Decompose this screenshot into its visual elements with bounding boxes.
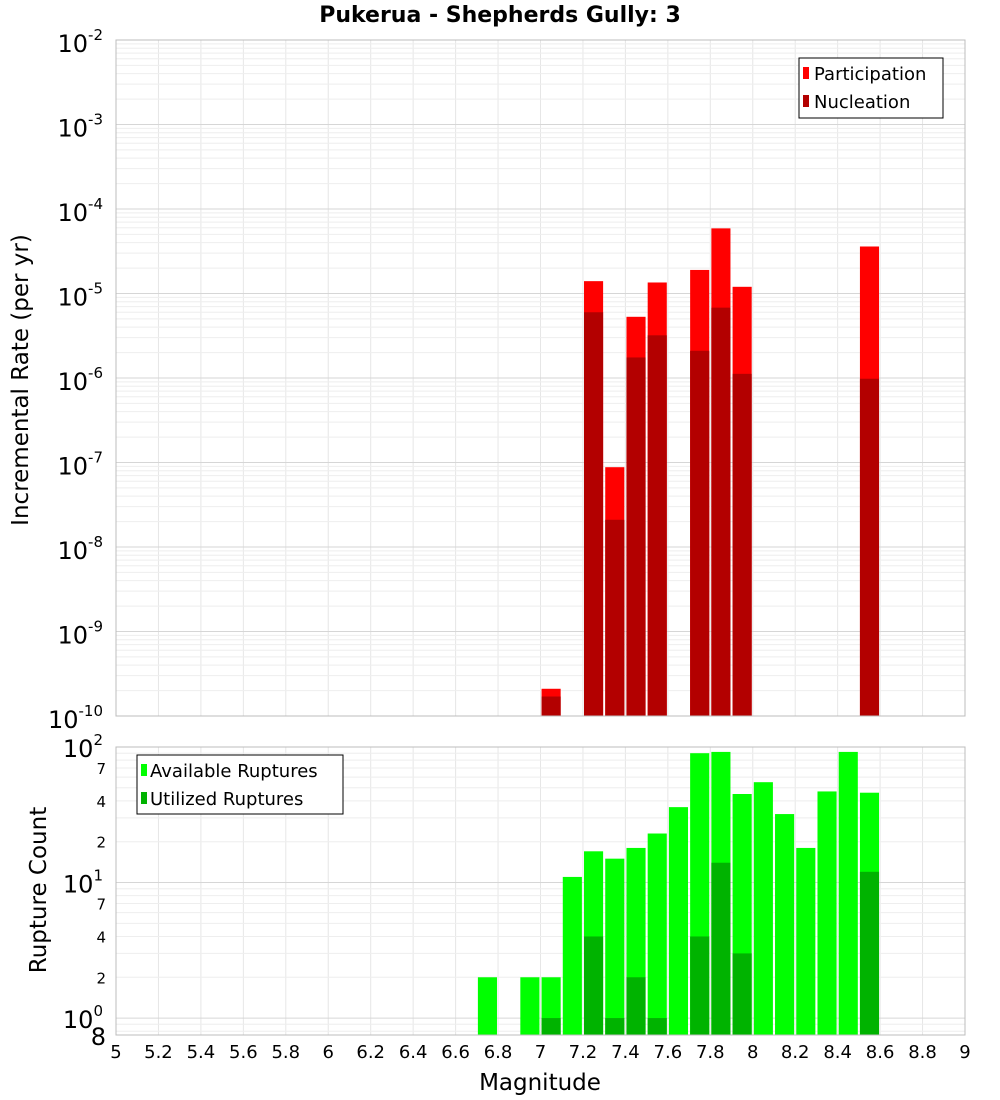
top-y-tick-label: 10-8 — [57, 533, 103, 565]
top-legend-box — [798, 57, 944, 119]
top-bar-nucleation — [584, 312, 604, 716]
x-tick-label: 6.6 — [441, 1042, 470, 1063]
legend-label-available-ruptures: Available Ruptures — [150, 761, 318, 782]
legend-swatch-nucleation — [803, 95, 809, 107]
bottom-y-axis-label: Rupture Count — [26, 807, 52, 973]
x-tick-label: 8.6 — [866, 1042, 895, 1063]
x-tick-label: 5.4 — [187, 1042, 216, 1063]
legend-swatch-utilized-ruptures — [141, 792, 147, 804]
top-y-tick-label: 10-7 — [57, 449, 103, 481]
bottom-bar-available-ruptures — [647, 833, 667, 1035]
top-panel-grid — [115, 39, 966, 717]
x-tick-label: 7.2 — [569, 1042, 598, 1063]
bottom-legend: Available Ruptures Utilized Ruptures — [136, 754, 344, 815]
top-bar-nucleation — [859, 378, 880, 716]
bottom-y-tick-label: 7 — [96, 760, 106, 778]
x-tick-label: 9 — [959, 1042, 970, 1063]
bottom-legend-box — [136, 754, 344, 815]
top-bar-nucleation — [626, 357, 646, 716]
top-y-tick-label: 10-5 — [57, 280, 103, 312]
x-tick-label: 8.8 — [908, 1042, 937, 1063]
legend-label-nucleation: Nucleation — [814, 92, 910, 113]
bottom-y-tick-label: 4 — [96, 928, 106, 946]
bottom-panel-bars — [477, 751, 880, 1035]
bottom-y-tick-label: 102 — [63, 731, 103, 763]
legend-label-participation: Participation — [814, 64, 926, 85]
bottom-bar-utilized-ruptures — [859, 871, 880, 1035]
top-y-axis-label: Incremental Rate (per yr) — [8, 234, 34, 526]
top-y-tick-label: 10-6 — [57, 364, 103, 396]
bottom-y-tick-label: 8 — [91, 1023, 106, 1051]
top-y-tick-label: 10-9 — [57, 618, 103, 650]
legend-swatch-available-ruptures — [141, 764, 147, 776]
bottom-bar-utilized-ruptures — [690, 936, 710, 1035]
x-tick-label: 8 — [747, 1042, 758, 1063]
legend-label-utilized-ruptures: Utilized Ruptures — [150, 789, 303, 810]
bottom-bar-utilized-ruptures — [711, 862, 731, 1035]
bottom-y-tick-label: 2 — [96, 834, 106, 852]
top-y-tick-label: 10-10 — [48, 702, 103, 734]
top-bar-nucleation — [605, 519, 625, 716]
bottom-bar-utilized-ruptures — [605, 1018, 625, 1035]
x-axis-label: Magnitude — [479, 1070, 601, 1096]
bottom-bar-available-ruptures — [775, 814, 795, 1035]
bottom-bar-available-ruptures — [605, 858, 625, 1035]
top-y-tick-label: 10-3 — [57, 111, 103, 143]
top-panel-frame — [115, 39, 966, 717]
x-tick-label: 6 — [323, 1042, 334, 1063]
top-y-tick-labels: 10-2 10-3 10-4 10-5 10-6 10-7 10-8 10-9 10-10 — [48, 26, 103, 734]
bottom-panel-frame — [115, 746, 966, 1036]
bottom-bar-available-ruptures — [796, 847, 816, 1035]
top-bar-nucleation — [711, 307, 731, 716]
bottom-bar-utilized-ruptures — [541, 1018, 561, 1035]
top-bar-nucleation — [690, 350, 710, 716]
x-tick-label: 5.2 — [144, 1042, 173, 1063]
x-tick-label: 6.2 — [356, 1042, 385, 1063]
chart-title: Pukerua - Shepherds Gully: 3 — [319, 3, 681, 28]
bottom-bar-utilized-ruptures — [647, 1018, 667, 1035]
x-tick-label: 7.4 — [611, 1042, 640, 1063]
bottom-y-tick-label: 4 — [96, 793, 106, 811]
x-tick-label: 7.8 — [696, 1042, 725, 1063]
bottom-bar-utilized-ruptures — [584, 936, 604, 1035]
bottom-bar-utilized-ruptures — [626, 977, 646, 1035]
bottom-bar-utilized-ruptures — [732, 953, 752, 1035]
bottom-bar-available-ruptures — [562, 876, 582, 1035]
bottom-bar-available-ruptures — [753, 782, 773, 1035]
bottom-bar-available-ruptures — [668, 807, 689, 1035]
x-tick-label: 5 — [110, 1042, 121, 1063]
legend-swatch-participation — [803, 67, 809, 79]
x-tick-label: 5.8 — [271, 1042, 300, 1063]
top-bar-nucleation — [647, 335, 667, 716]
x-tick-label: 8.4 — [823, 1042, 852, 1063]
bottom-y-tick-label: 100 — [63, 1002, 103, 1034]
bottom-bar-available-ruptures — [520, 977, 540, 1035]
top-y-tick-label: 10-4 — [57, 195, 103, 227]
bottom-y-tick-label: 2 — [96, 969, 106, 987]
bottom-bar-available-ruptures — [838, 751, 858, 1035]
top-bar-nucleation — [732, 373, 752, 716]
x-tick-label: 6.8 — [484, 1042, 513, 1063]
x-tick-label: 5.6 — [229, 1042, 258, 1063]
x-tick-label: 7.6 — [654, 1042, 683, 1063]
bottom-bar-available-ruptures — [477, 977, 497, 1035]
top-bar-nucleation — [541, 696, 561, 716]
x-tick-labels: 5 5.2 5.4 5.6 5.8 6 6.2 6.4 6.6 6.8 7 7.2 7.4 7.6 7.8 8… — [110, 1042, 970, 1063]
bottom-y-tick-label: 101 — [63, 867, 103, 899]
bottom-bar-available-ruptures — [817, 791, 837, 1035]
top-y-tick-label: 10-2 — [57, 26, 103, 58]
x-tick-label: 8.2 — [781, 1042, 810, 1063]
x-tick-label: 7 — [535, 1042, 546, 1063]
top-legend: Participation Nucleation — [798, 57, 944, 119]
x-tick-label: 6.4 — [399, 1042, 428, 1063]
bottom-y-tick-label: 7 — [96, 896, 106, 914]
top-panel-bars — [541, 228, 880, 716]
